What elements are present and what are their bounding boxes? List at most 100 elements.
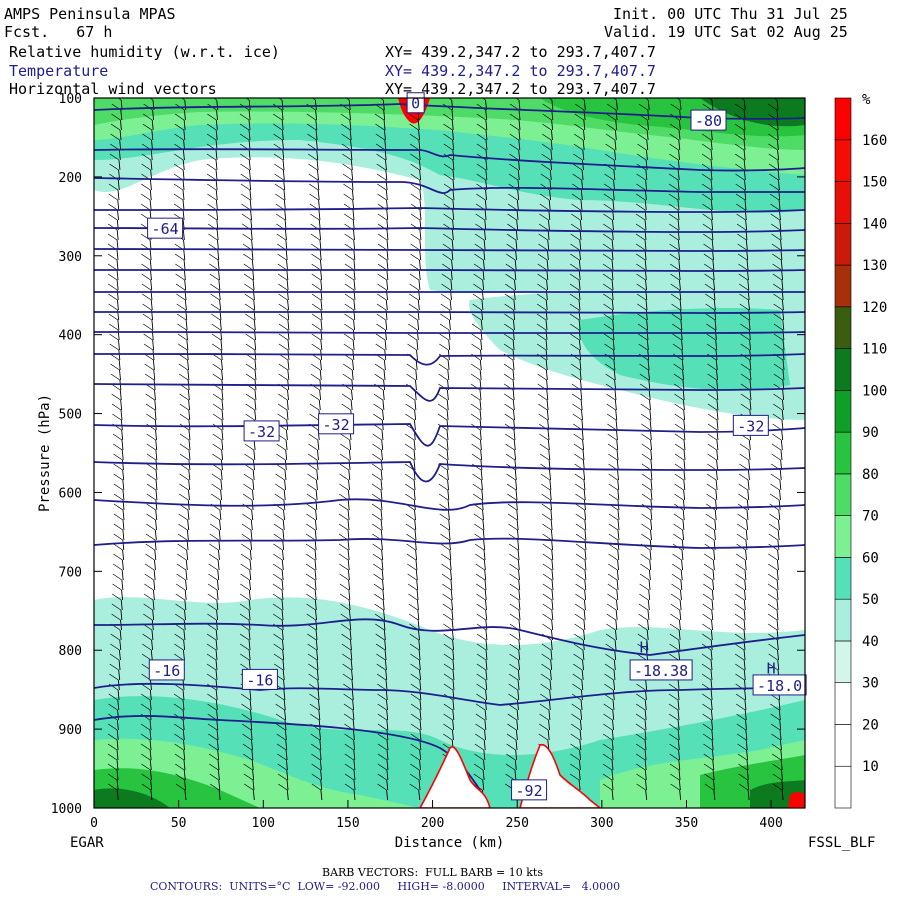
barb-staff bbox=[419, 689, 422, 701]
barb-tick bbox=[602, 243, 613, 251]
barb-tick bbox=[407, 333, 418, 341]
barb-tick bbox=[340, 613, 350, 621]
barb-tick bbox=[706, 473, 717, 481]
barb-tick bbox=[738, 473, 749, 481]
barb-tick bbox=[174, 653, 184, 661]
barb-staff bbox=[216, 729, 219, 741]
barb-staff bbox=[117, 319, 120, 331]
barb-staff bbox=[446, 439, 449, 451]
barb-tick bbox=[141, 683, 151, 691]
barb-staff bbox=[611, 729, 614, 741]
colorbar-label: 30 bbox=[862, 676, 879, 692]
barb-tick bbox=[472, 293, 483, 301]
barb-staff bbox=[548, 699, 551, 711]
valid-time: Valid. 19 UTC Sat 02 Aug 25 bbox=[604, 23, 848, 41]
barb-tick bbox=[548, 98, 553, 101]
barb-staff bbox=[347, 539, 350, 551]
barb-tick bbox=[410, 213, 421, 221]
barb-tick bbox=[273, 643, 283, 651]
barb-tick bbox=[375, 123, 385, 131]
barb-staff bbox=[778, 699, 781, 711]
barb-tick bbox=[472, 483, 483, 491]
barb-tick bbox=[141, 153, 152, 161]
barb-staff bbox=[314, 569, 317, 581]
barb-staff bbox=[580, 689, 583, 701]
barb-tick bbox=[379, 98, 384, 101]
barb-staff bbox=[484, 729, 487, 741]
barb-staff bbox=[248, 629, 251, 641]
barb-tick bbox=[278, 393, 288, 401]
barb-staff bbox=[518, 619, 521, 631]
barb-tick bbox=[407, 343, 417, 351]
barb-tick bbox=[569, 263, 580, 271]
barb-staff bbox=[149, 199, 152, 211]
barb-tick bbox=[772, 263, 782, 271]
barb-tick bbox=[443, 683, 454, 691]
barb-tick bbox=[276, 443, 286, 451]
barb-staff bbox=[188, 409, 191, 421]
barb-tick bbox=[603, 213, 613, 221]
barb-tick bbox=[542, 583, 553, 591]
barb-tick bbox=[406, 363, 416, 371]
barb-staff bbox=[550, 519, 553, 531]
barb-staff bbox=[646, 629, 649, 641]
barb-tick bbox=[704, 273, 714, 281]
barb-staff bbox=[251, 239, 254, 251]
barb-staff bbox=[153, 579, 156, 591]
barb-staff bbox=[613, 659, 616, 671]
barb-staff bbox=[748, 329, 751, 341]
barb-staff bbox=[518, 629, 521, 641]
barb-staff bbox=[215, 629, 218, 641]
barb-staff bbox=[484, 219, 487, 231]
barb-staff bbox=[583, 119, 586, 131]
barb-tick bbox=[273, 523, 284, 531]
barb-tick bbox=[307, 633, 317, 641]
barb-staff bbox=[650, 469, 653, 481]
barb-tick bbox=[475, 213, 485, 221]
barb-staff bbox=[352, 329, 355, 341]
barb-tick bbox=[768, 653, 778, 661]
barb-staff bbox=[481, 479, 483, 491]
barb-staff bbox=[381, 559, 384, 571]
barb-tick bbox=[707, 463, 717, 471]
barb-staff bbox=[182, 149, 185, 161]
barb-tick bbox=[737, 243, 747, 251]
barb-tick bbox=[344, 783, 355, 791]
barb-staff bbox=[448, 329, 451, 341]
barb-staff bbox=[710, 159, 713, 171]
barb-tick bbox=[240, 563, 250, 571]
barb-staff bbox=[515, 729, 518, 741]
barb-tick bbox=[575, 483, 585, 491]
barb-staff bbox=[479, 409, 482, 421]
barb-staff bbox=[183, 749, 186, 761]
barb-staff bbox=[286, 279, 289, 291]
barb-staff bbox=[680, 569, 683, 581]
barb-staff bbox=[119, 369, 121, 381]
barb-tick bbox=[142, 643, 152, 651]
barb-tick bbox=[707, 353, 717, 361]
colorbar-swatch bbox=[834, 598, 852, 642]
barb-staff bbox=[747, 789, 750, 801]
barb-tick bbox=[173, 203, 184, 211]
barb-staff bbox=[248, 659, 251, 671]
barb-staff bbox=[710, 149, 713, 161]
barb-tick bbox=[668, 723, 679, 731]
barb-staff bbox=[677, 709, 680, 721]
barb-tick bbox=[143, 593, 154, 601]
barb-tick bbox=[443, 713, 453, 721]
barb-staff bbox=[485, 669, 488, 681]
barb-staff bbox=[611, 279, 614, 291]
barb-staff bbox=[485, 119, 488, 131]
barb-tick bbox=[737, 523, 747, 531]
barb-staff bbox=[776, 619, 779, 631]
barb-staff bbox=[780, 759, 783, 771]
barb-tick bbox=[509, 653, 519, 661]
barb-tick bbox=[243, 763, 253, 771]
barb-tick bbox=[207, 583, 218, 591]
barb-tick bbox=[508, 193, 518, 201]
barb-tick bbox=[438, 363, 448, 371]
barb-tick bbox=[113, 463, 123, 471]
field-xy-rh: XY= 439.2,347.2 to 293.7,407.7 bbox=[385, 43, 656, 61]
barb-tick bbox=[635, 223, 646, 231]
